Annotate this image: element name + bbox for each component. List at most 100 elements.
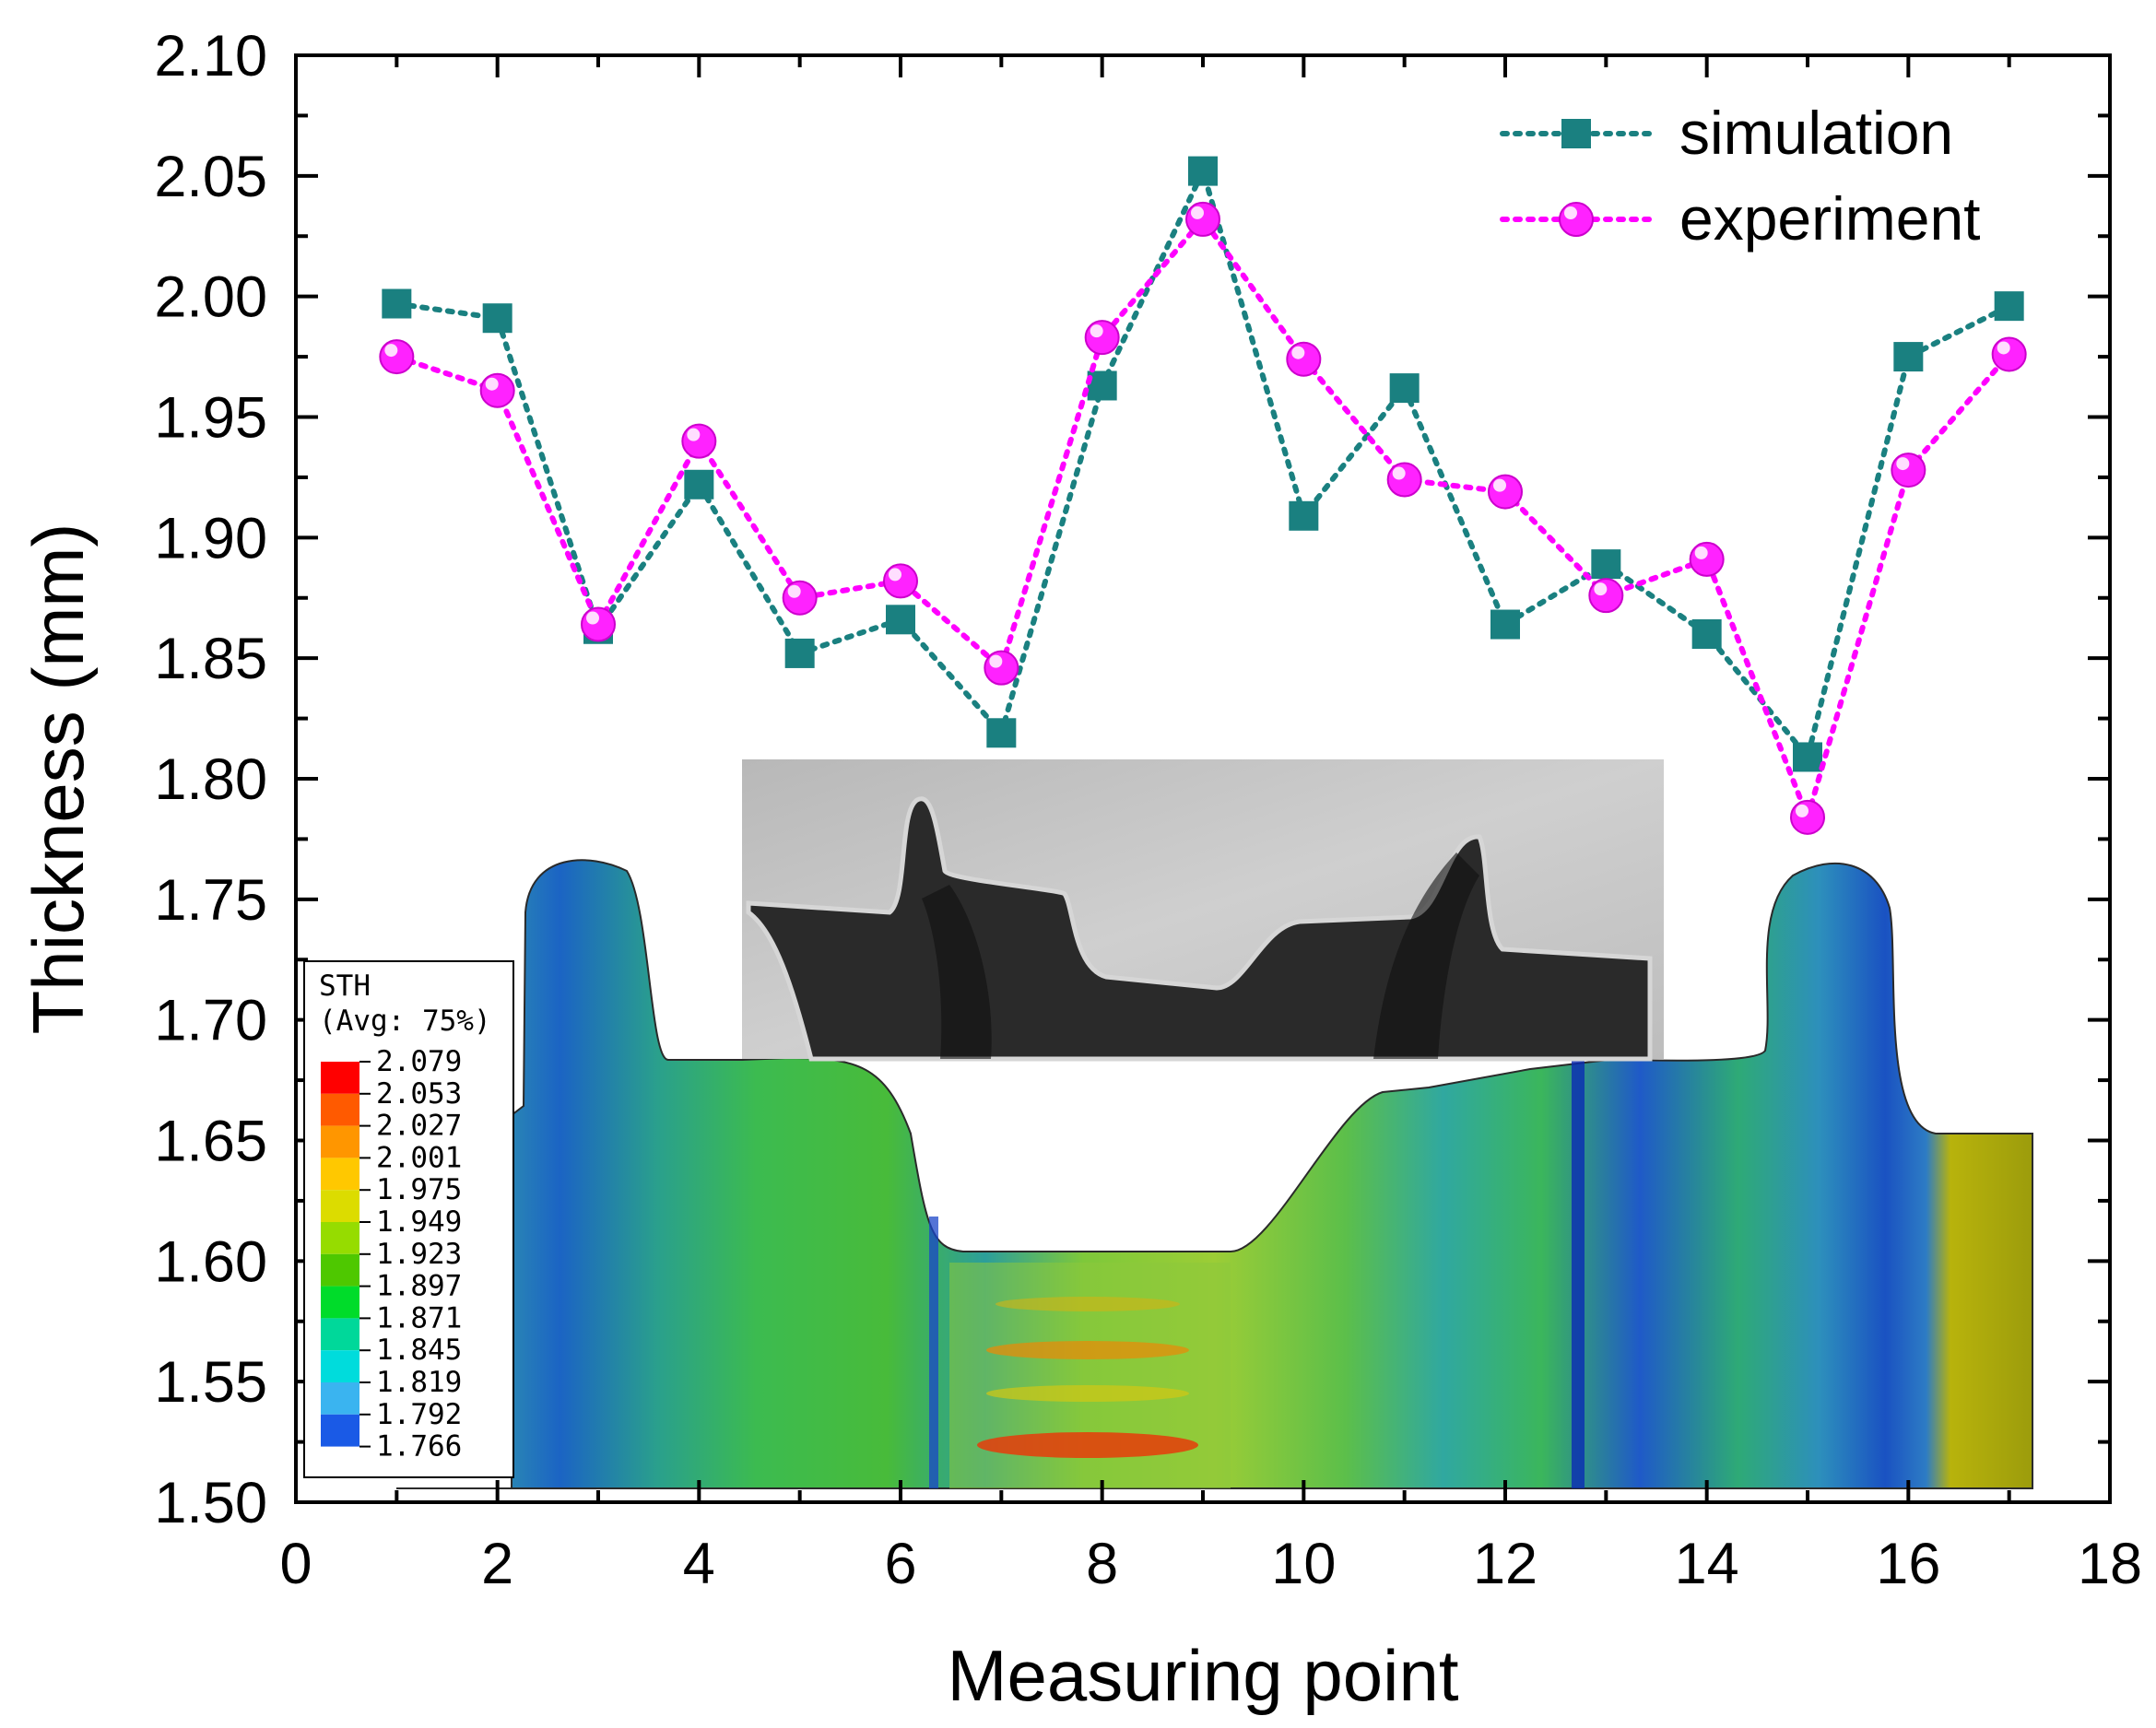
colorbar-swatch bbox=[321, 1318, 359, 1351]
experiment-point bbox=[1084, 320, 1120, 356]
experiment-photo-inset bbox=[742, 759, 1664, 1062]
experiment-point-highlight bbox=[586, 611, 599, 625]
colorbar-swatch bbox=[321, 1158, 359, 1191]
colorbar-swatches bbox=[321, 1061, 371, 1448]
hotspot-band bbox=[986, 1385, 1189, 1402]
simulation-point bbox=[1591, 549, 1621, 580]
experiment-point-highlight bbox=[1291, 346, 1305, 359]
colorbar-level-label: 2.001 bbox=[376, 1141, 462, 1174]
y-tick-label: 1.85 bbox=[154, 627, 267, 691]
simulation-point bbox=[1691, 619, 1722, 649]
simulation-point bbox=[784, 638, 815, 668]
experiment-point bbox=[1286, 341, 1322, 377]
simulation-point bbox=[1087, 370, 1117, 401]
x-tick-label: 0 bbox=[279, 1532, 312, 1596]
y-tick-label: 1.70 bbox=[154, 989, 267, 1053]
colorbar-swatch bbox=[321, 1062, 359, 1094]
colorbar-title: STH bbox=[319, 970, 371, 1003]
simulation-point bbox=[482, 303, 512, 334]
experiment-point bbox=[1386, 462, 1422, 498]
simulation-point bbox=[1389, 373, 1420, 404]
series-simulation bbox=[382, 156, 2024, 772]
data-series bbox=[379, 156, 2027, 835]
x-tick-label: 8 bbox=[1086, 1532, 1118, 1596]
y-tick-label: 1.90 bbox=[154, 506, 267, 570]
colorbar-swatch bbox=[321, 1125, 359, 1158]
experiment-point bbox=[1689, 541, 1725, 577]
y-tick-label: 2.10 bbox=[154, 24, 267, 88]
experiment-point bbox=[1790, 799, 1825, 835]
colorbar-level-label: 2.053 bbox=[376, 1077, 462, 1111]
colorbar-swatch bbox=[321, 1222, 359, 1254]
y-tick-label: 1.80 bbox=[154, 747, 267, 812]
colorbar-swatch bbox=[321, 1414, 359, 1447]
colorbar-level-label: 1.897 bbox=[376, 1270, 462, 1303]
colorbar-swatch bbox=[321, 1093, 359, 1126]
experiment-point-highlight bbox=[1493, 478, 1506, 492]
x-tick-label: 12 bbox=[1473, 1532, 1537, 1596]
legend: simulation experiment bbox=[1500, 99, 1981, 253]
legend-label-simulation: simulation bbox=[1679, 99, 1953, 167]
legend-marker-simulation bbox=[1561, 119, 1591, 148]
simulation-point bbox=[382, 288, 412, 319]
contour-colorbar: STH (Avg: 75%) 2.0792.0532.0272.0011.975… bbox=[303, 960, 514, 1478]
y-tick-label: 1.60 bbox=[154, 1229, 267, 1294]
experiment-point-highlight bbox=[1896, 457, 1910, 471]
x-tick-label: 16 bbox=[1876, 1532, 1940, 1596]
stripe bbox=[1572, 1060, 1585, 1488]
legend-marker-experiment bbox=[1559, 202, 1594, 237]
x-tick-label: 4 bbox=[683, 1532, 715, 1596]
experiment-point-highlight bbox=[1191, 206, 1204, 219]
x-tick-label: 14 bbox=[1675, 1532, 1739, 1596]
simulation-point bbox=[986, 718, 1017, 748]
y-tick-label: 1.75 bbox=[154, 868, 267, 933]
colorbar-subtitle: (Avg: 75%) bbox=[319, 1005, 491, 1038]
y-tick-label: 2.00 bbox=[154, 265, 267, 330]
formed-part-profile bbox=[396, 859, 2033, 1489]
experiment-point bbox=[883, 563, 918, 599]
y-tick-label: 1.95 bbox=[154, 386, 267, 451]
experiment-point-highlight bbox=[384, 344, 398, 358]
y-tick-label: 1.55 bbox=[154, 1350, 267, 1415]
simulation-point bbox=[886, 605, 915, 635]
experiment-point bbox=[1185, 201, 1220, 237]
colorbar-swatch bbox=[321, 1253, 359, 1287]
experiment-point-highlight bbox=[787, 584, 801, 598]
colorbar-level-label: 1.792 bbox=[376, 1398, 462, 1431]
stripe bbox=[929, 1217, 938, 1488]
x-tick-label: 2 bbox=[481, 1532, 513, 1596]
experiment-point-highlight bbox=[889, 568, 901, 582]
experiment-point-highlight bbox=[1090, 324, 1103, 338]
colorbar-level-label: 1.845 bbox=[376, 1334, 462, 1367]
experiment-point bbox=[379, 339, 415, 375]
colorbar-swatch bbox=[321, 1382, 359, 1415]
experiment-point-highlight bbox=[1796, 804, 1808, 817]
experiment-line bbox=[394, 215, 2012, 827]
experiment-point-highlight bbox=[1392, 466, 1406, 480]
experiment-point bbox=[1488, 474, 1523, 510]
series-experiment bbox=[379, 201, 2027, 835]
simulation-point bbox=[1289, 500, 1319, 531]
y-tick-label: 2.05 bbox=[154, 145, 267, 209]
colorbar-swatch bbox=[321, 1286, 359, 1319]
experiment-point bbox=[782, 580, 818, 616]
experiment-point-highlight bbox=[989, 654, 1003, 668]
experiment-point-highlight bbox=[485, 377, 499, 391]
experiment-point bbox=[1991, 336, 2027, 372]
experiment-point bbox=[984, 650, 1019, 686]
experiment-point bbox=[581, 606, 616, 642]
colorbar-level-label: 1.819 bbox=[376, 1366, 462, 1399]
colorbar-level-label: 2.079 bbox=[376, 1045, 462, 1078]
x-axis-title: Measuring point bbox=[948, 1635, 1459, 1716]
x-tick-label: 6 bbox=[884, 1532, 916, 1596]
colorbar-swatch bbox=[321, 1350, 359, 1382]
colorbar-swatch bbox=[321, 1190, 359, 1222]
simulation-point bbox=[1490, 609, 1520, 640]
y-axis-title: Thickness (mm) bbox=[18, 523, 99, 1035]
colorbar-labels: 2.0792.0532.0272.0011.9751.9491.9231.897… bbox=[376, 1045, 462, 1464]
simulation-point bbox=[684, 469, 714, 500]
axis-tick-labels: 0 2 4 6 8 10 12 14 16 18 1.50 1.55 1.60 1.65 1.70 1.75 1… bbox=[154, 24, 2142, 1596]
simulation-point bbox=[1893, 342, 1924, 372]
experiment-point-highlight bbox=[1997, 341, 2010, 355]
